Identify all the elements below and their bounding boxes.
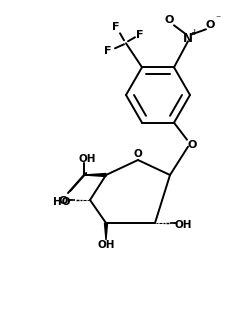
Text: F: F — [136, 30, 144, 40]
Text: OH: OH — [97, 240, 115, 250]
Text: O: O — [205, 20, 215, 30]
Text: F: F — [104, 46, 112, 56]
Polygon shape — [84, 174, 106, 176]
Polygon shape — [104, 223, 108, 240]
Text: OH: OH — [174, 220, 192, 230]
Text: F: F — [112, 22, 120, 32]
Text: OH: OH — [78, 154, 96, 164]
Text: O: O — [187, 140, 197, 150]
Text: O: O — [134, 149, 142, 159]
Text: O: O — [164, 15, 174, 25]
Text: +: + — [190, 28, 198, 37]
Text: O: O — [58, 196, 68, 206]
Text: N: N — [183, 32, 193, 45]
Text: ⁻: ⁻ — [215, 14, 221, 24]
Text: HO: HO — [53, 197, 71, 207]
